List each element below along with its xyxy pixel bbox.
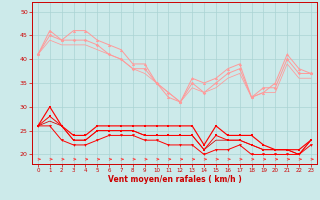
X-axis label: Vent moyen/en rafales ( km/h ): Vent moyen/en rafales ( km/h ) [108, 175, 241, 184]
